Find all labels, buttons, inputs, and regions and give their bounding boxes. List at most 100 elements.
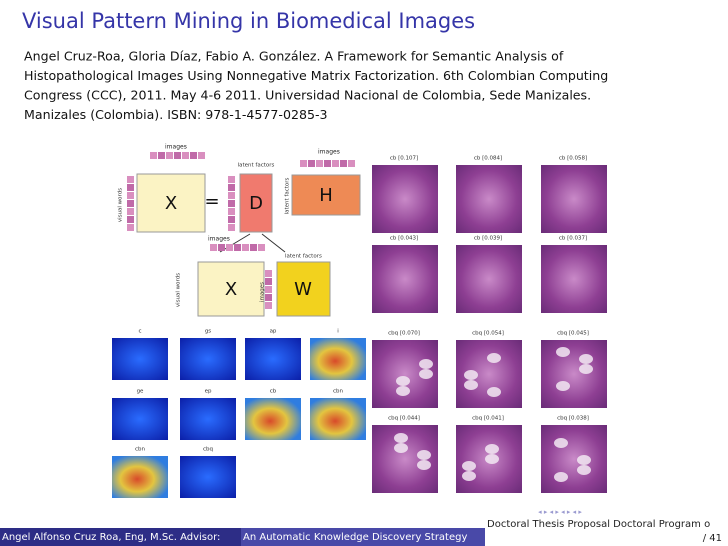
histology-image	[456, 165, 522, 233]
lumen	[394, 433, 408, 443]
lumen	[577, 455, 591, 465]
lumen	[554, 472, 568, 482]
histology-label: cb [0.043]	[390, 236, 418, 242]
footer-event: Doctoral Thesis Proposal Doctoral Progra…	[487, 519, 710, 530]
heatmap-label: i	[337, 329, 339, 335]
image-thumb	[265, 294, 272, 301]
lumen	[485, 454, 499, 464]
histology-label: cbq [0.041]	[472, 416, 504, 422]
label: visual words	[118, 188, 124, 222]
heatmap	[310, 398, 366, 440]
footer-mid	[241, 528, 485, 546]
image-thumb	[127, 192, 134, 199]
image-thumb	[228, 200, 235, 207]
image-thumb	[182, 152, 189, 159]
image-thumb	[127, 200, 134, 207]
lumen	[417, 450, 431, 460]
image-thumb	[228, 192, 235, 199]
histology-label: cb [0.107]	[390, 156, 418, 162]
image-thumb	[210, 244, 217, 251]
image-thumb	[324, 160, 331, 167]
citation-line: Manizales (Colombia). ISBN: 978-1-4577-0…	[24, 107, 328, 122]
citation-line: Histopathological Images Using Nonnegati…	[24, 68, 608, 83]
matrix-x	[136, 173, 206, 233]
heatmap	[112, 338, 168, 380]
image-thumb	[127, 208, 134, 215]
image-thumb	[150, 152, 157, 159]
heatmap-label: ge	[137, 389, 144, 395]
matrix-label: X	[225, 279, 237, 300]
matrix-h	[291, 174, 361, 216]
lumen	[462, 471, 476, 481]
label: latent factors	[285, 254, 322, 260]
heatmap	[245, 398, 301, 440]
heatmap-label: cb	[270, 389, 277, 395]
histology-image	[541, 165, 607, 233]
citation-line: Angel Cruz-Roa, Gloria Díaz, Fabio A. Go…	[24, 49, 564, 64]
lumen	[485, 444, 499, 454]
lumen	[487, 387, 501, 397]
image-thumb	[190, 152, 197, 159]
lumen	[396, 386, 410, 396]
heatmap	[180, 398, 236, 440]
heatmap-label: cbn	[135, 447, 146, 453]
image-thumb	[127, 216, 134, 223]
histology-image	[372, 245, 438, 313]
histology-label: cbq [0.044]	[388, 416, 420, 422]
slide-title: Visual Pattern Mining in Biomedical Imag…	[22, 9, 475, 33]
image-thumb	[174, 152, 181, 159]
label: latent factors	[238, 163, 275, 169]
lumen	[554, 438, 568, 448]
histology-image	[541, 245, 607, 313]
image-thumb	[228, 216, 235, 223]
histology-image	[541, 425, 607, 493]
lumen	[464, 380, 478, 390]
image-thumb	[265, 286, 272, 293]
image-thumb	[332, 160, 339, 167]
image-thumb	[300, 160, 307, 167]
footer-talk: An Automatic Knowledge Discovery Strateg…	[243, 532, 467, 543]
equals: =	[204, 191, 219, 212]
histology-label: cbq [0.054]	[472, 331, 504, 337]
matrix-x	[197, 261, 265, 317]
histology-label: cbq [0.045]	[557, 331, 589, 337]
matrix-d	[239, 173, 273, 233]
histology-image	[541, 340, 607, 408]
heatmap-label: cbq	[203, 447, 213, 453]
label: images	[208, 236, 230, 243]
lumen	[556, 347, 570, 357]
image-thumb	[308, 160, 315, 167]
lumen	[579, 354, 593, 364]
citation-line: Congress (CCC), 2011. May 4-6 2011. Univ…	[24, 88, 591, 103]
image-thumb	[316, 160, 323, 167]
heatmap	[180, 338, 236, 380]
image-thumb	[242, 244, 249, 251]
heatmap	[112, 398, 168, 440]
heatmap	[310, 338, 366, 380]
heatmap	[112, 456, 168, 498]
image-thumb	[218, 244, 225, 251]
image-thumb	[158, 152, 165, 159]
matrix-label: W	[294, 279, 312, 300]
heatmap-label: ep	[205, 389, 212, 395]
lumen	[394, 443, 408, 453]
label: latent factors	[285, 177, 291, 214]
lumen	[419, 369, 433, 379]
heatmap-label: cbn	[333, 389, 344, 395]
footer-page: / 41	[703, 533, 722, 544]
heatmap	[180, 456, 236, 498]
lumen	[579, 364, 593, 374]
matrix-w	[276, 261, 331, 317]
image-thumb	[127, 176, 134, 183]
image-thumb	[127, 184, 134, 191]
lumen	[462, 461, 476, 471]
heatmap	[245, 338, 301, 380]
histology-label: cb [0.037]	[559, 236, 587, 242]
lumen	[487, 353, 501, 363]
heatmap-label: ap	[270, 329, 277, 335]
lumen	[417, 460, 431, 470]
image-thumb	[226, 244, 233, 251]
nav-symbols: ◂ ▸ ◂ ▸ ◂ ▸ ◂ ▸	[538, 508, 582, 516]
histology-label: cbq [0.038]	[557, 416, 589, 422]
matrix-label: H	[319, 185, 333, 206]
